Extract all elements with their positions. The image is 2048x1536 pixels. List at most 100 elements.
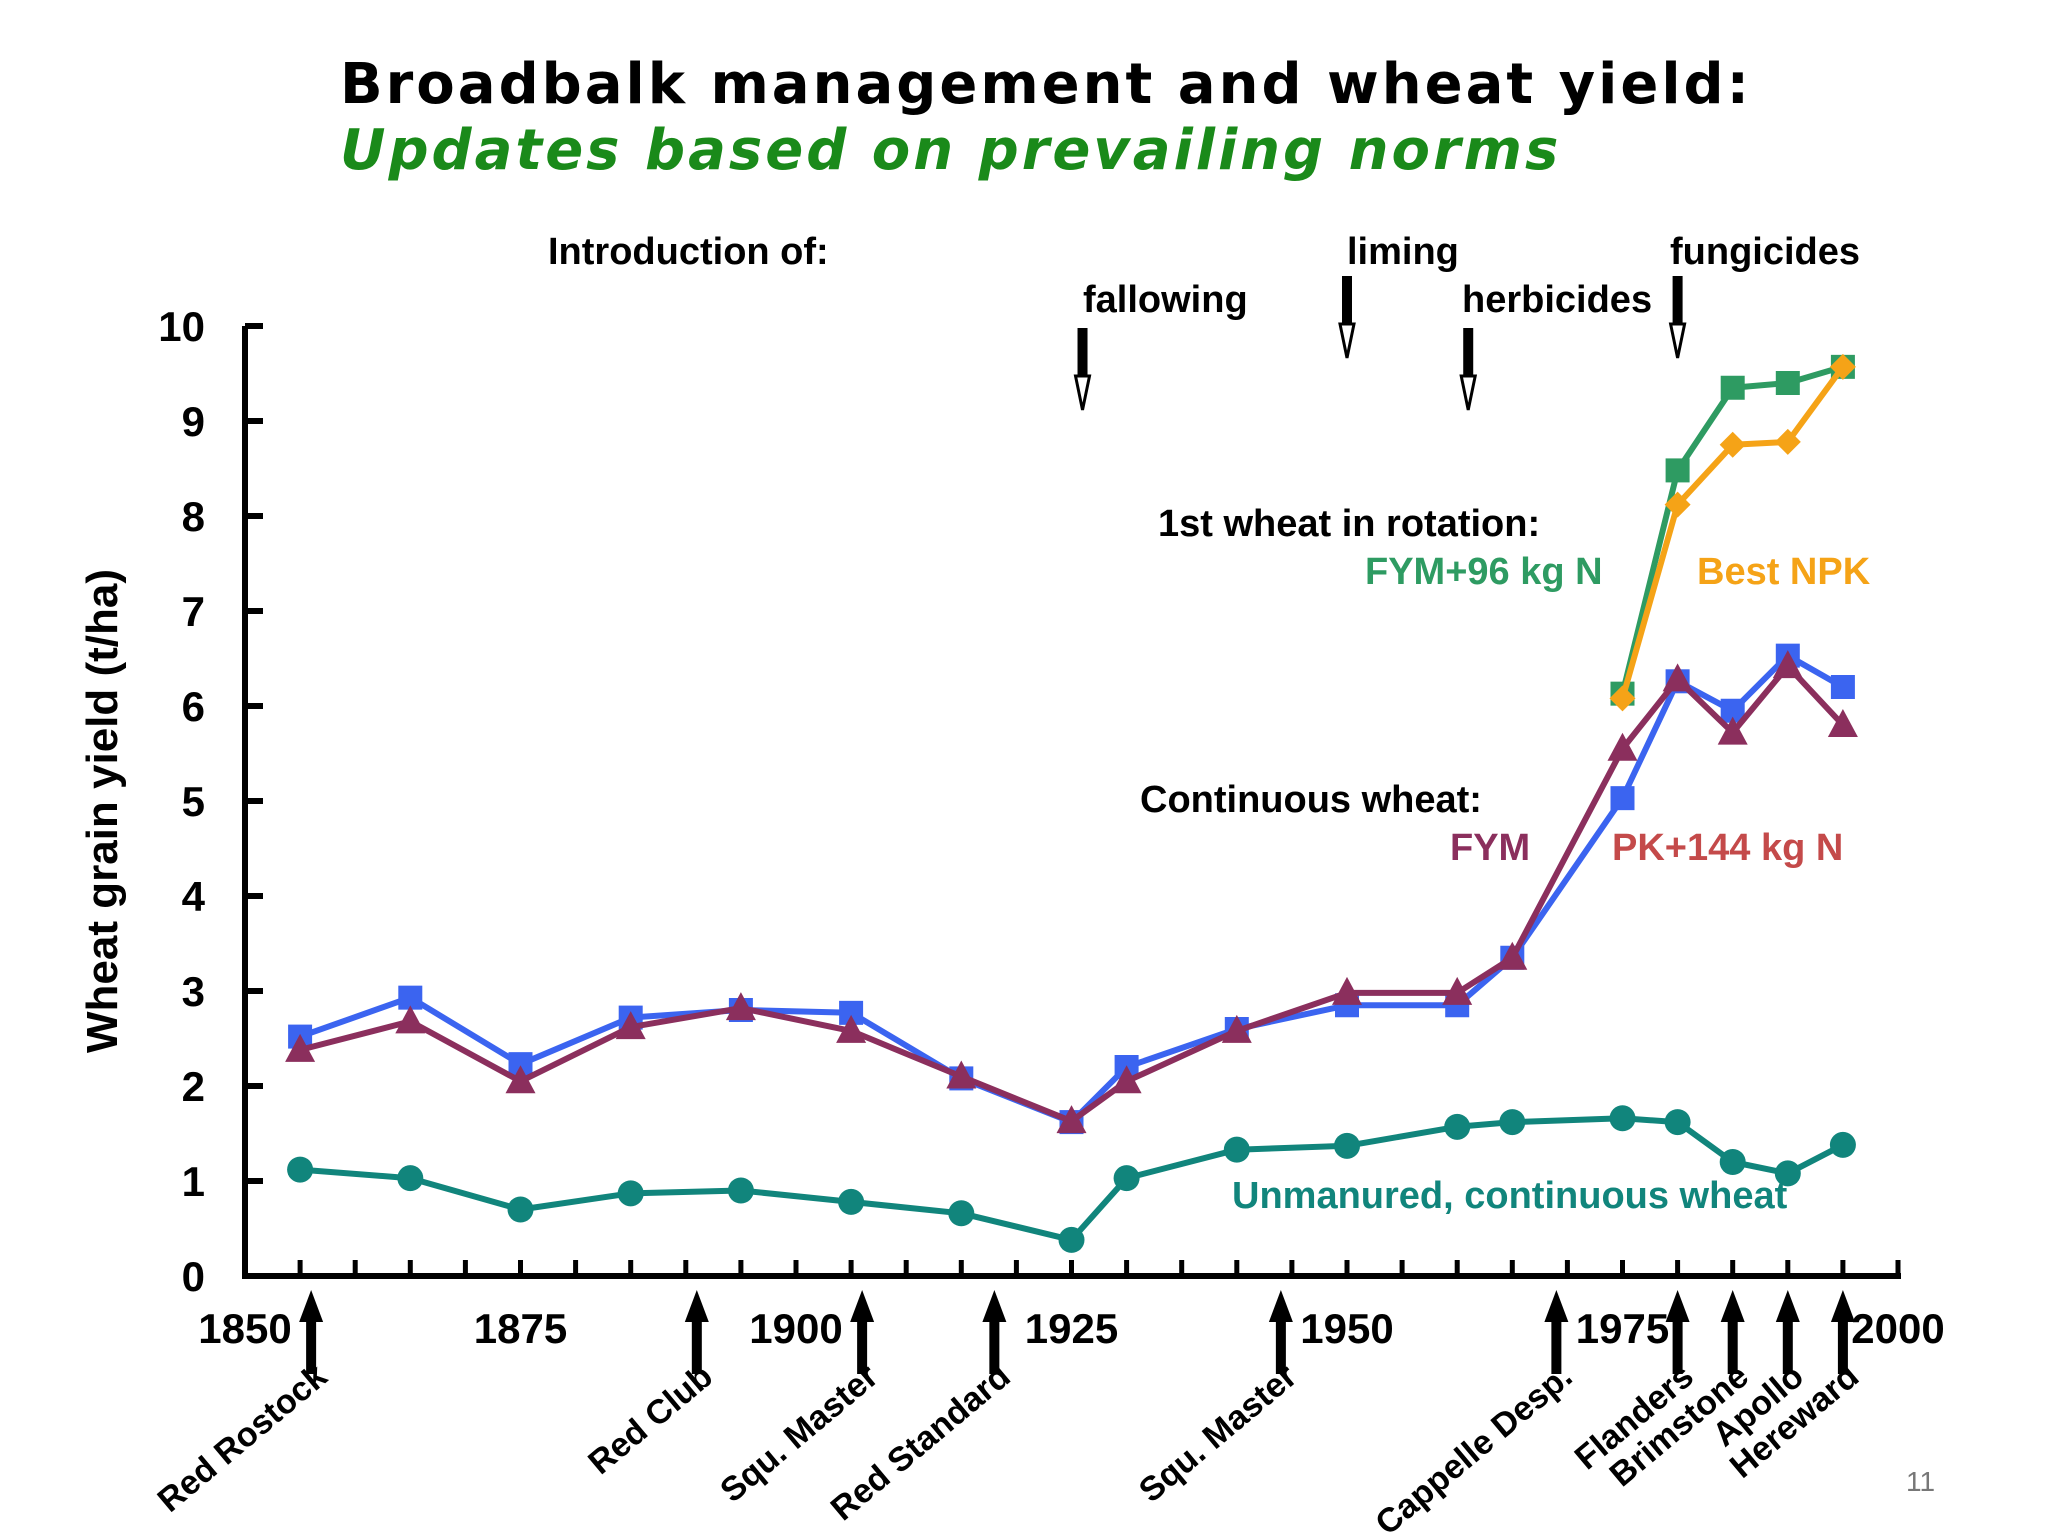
x-tick-label: 1900	[749, 1305, 842, 1352]
data-point	[1610, 786, 1635, 811]
y-tick-label: 2	[182, 1063, 205, 1110]
data-point	[1664, 491, 1691, 518]
event-arrow-head	[1338, 322, 1356, 359]
variety-arrow-shaft	[1551, 1318, 1562, 1374]
event-label-liming: liming	[1347, 231, 1459, 273]
event-arrow-shaft	[1077, 328, 1088, 378]
data-point	[1056, 1105, 1087, 1134]
y-tick-label: 10	[158, 303, 205, 350]
x-tick-label: 2000	[1851, 1305, 1944, 1352]
data-point	[1113, 1165, 1140, 1192]
y-tick-label: 4	[182, 873, 206, 920]
x-tick-label: 1875	[474, 1305, 567, 1352]
y-tick-label: 5	[182, 778, 205, 825]
event-label-fallowing: fallowing	[1083, 279, 1248, 321]
x-tick-label: 1850	[198, 1305, 291, 1352]
rotation-heading: 1st wheat in rotation:	[1158, 503, 1540, 545]
y-tick-label: 3	[182, 968, 205, 1015]
series-line	[299, 652, 1845, 1126]
data-point	[1829, 353, 1856, 380]
variety-label: Squ. Master	[1132, 1357, 1304, 1510]
data-point	[1664, 1109, 1691, 1136]
variety-arrow-shaft	[1275, 1318, 1286, 1374]
event-arrow-shaft	[1672, 276, 1683, 326]
event-arrow-head	[1073, 374, 1092, 411]
data-point	[1775, 371, 1800, 395]
variety-arrow-head	[1544, 1290, 1569, 1322]
data-point	[395, 1005, 426, 1034]
series-unmanured-continuous-wheat	[287, 1105, 1856, 1253]
data-point	[1058, 1226, 1085, 1253]
y-tick-label: 1	[182, 1158, 205, 1205]
data-point	[1772, 650, 1803, 679]
series-fym-96-kg-n	[1610, 354, 1855, 706]
data-point	[1662, 663, 1693, 692]
variety-arrow-shaft	[306, 1318, 317, 1374]
data-point	[1223, 1136, 1250, 1163]
page-number: 11	[1906, 1466, 1936, 1497]
event-arrow-head	[1668, 322, 1687, 359]
data-point	[1609, 685, 1636, 712]
slide-title: Broadbalk management and wheat yield:	[340, 52, 1753, 117]
x-tick-label: 1975	[1576, 1305, 1669, 1352]
continuous-pk-label: PK+144 kg N	[1612, 827, 1843, 869]
data-point	[1499, 1109, 1526, 1136]
series-best-npk	[1609, 353, 1856, 712]
data-point	[1720, 375, 1745, 400]
data-point	[1774, 428, 1801, 455]
x-tick-label: 1925	[1025, 1305, 1118, 1352]
event-arrow-shaft	[1342, 276, 1352, 326]
event-arrow-shaft	[1463, 328, 1474, 378]
variety-arrow-head	[1775, 1290, 1800, 1322]
variety-arrow-head	[1268, 1290, 1293, 1322]
y-tick-label: 8	[182, 493, 205, 540]
variety-arrow-shaft	[1672, 1318, 1683, 1374]
axes: 0 1 2 3 4 5 6 7 8 9 10 1850 1875 1900 1925 1950 1975 2000…	[78, 303, 1945, 1352]
variety-arrow-shaft	[1727, 1318, 1738, 1374]
y-tick-label: 0	[182, 1253, 205, 1300]
y-axis-title: Wheat grain yield (t/ha)	[78, 569, 127, 1053]
event-label-fungicides: fungicides	[1670, 231, 1860, 273]
data-point	[287, 1156, 314, 1183]
data-point	[1444, 1113, 1471, 1140]
data-point	[1665, 458, 1690, 483]
data-point	[1221, 1014, 1252, 1043]
y-tick-label: 6	[182, 683, 205, 730]
data-point	[727, 1177, 754, 1204]
data-point	[617, 1180, 644, 1207]
variety-arrow-shaft	[1782, 1318, 1793, 1374]
y-tick-label: 9	[182, 398, 205, 445]
data-point	[1719, 1149, 1746, 1175]
variety-label: Cappelle Desp.	[1368, 1357, 1579, 1536]
data-point	[1332, 976, 1362, 1005]
variety-arrow-head	[299, 1290, 324, 1322]
series-pk-144-kg-n	[288, 643, 1855, 1135]
data-point	[838, 1188, 865, 1215]
slide-subtitle: Updates based on prevailing norms	[340, 118, 1562, 183]
data-point	[1827, 709, 1858, 737]
variety-arrow-head	[982, 1290, 1007, 1322]
data-point	[948, 1200, 975, 1227]
series-layer	[285, 353, 1858, 1253]
data-point	[725, 992, 756, 1021]
rotation-fym-label: FYM+96 kg N	[1365, 551, 1603, 593]
data-point	[1719, 431, 1746, 458]
data-point	[1830, 675, 1855, 699]
data-point	[615, 1011, 646, 1040]
annotation-labels: 1st wheat in rotation: FYM+96 kg N Best NP…	[1140, 503, 1871, 1217]
series-line	[1619, 365, 1846, 700]
event-arrow-head	[1459, 374, 1478, 411]
variety-arrow-shaft	[989, 1318, 1000, 1374]
variety-arrow-head	[1665, 1290, 1690, 1322]
x-tick-label: 1950	[1300, 1305, 1393, 1352]
data-point	[507, 1196, 534, 1223]
unmanured-label: Unmanured, continuous wheat	[1232, 1175, 1788, 1217]
y-tick-label: 7	[182, 588, 205, 635]
continuous-heading: Continuous wheat:	[1140, 779, 1482, 821]
data-point	[1829, 1131, 1856, 1158]
variety-arrow-head	[1830, 1290, 1855, 1322]
variety-label: Red Rostock	[151, 1357, 335, 1520]
data-point	[1442, 976, 1473, 1005]
data-point	[1609, 1105, 1636, 1132]
